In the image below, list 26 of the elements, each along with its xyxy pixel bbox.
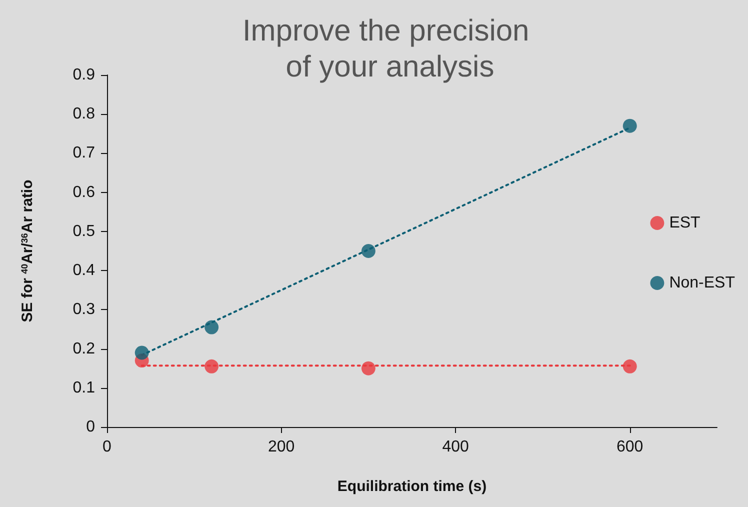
point [622, 359, 637, 374]
y-tick-label: 0.4 [72, 262, 96, 280]
point [204, 359, 219, 374]
point [204, 320, 219, 334]
point [622, 118, 637, 133]
y-tick-label: 0.3 [72, 301, 96, 318]
x-axis-title: Equilibration time (s) [337, 478, 487, 495]
chart-title: Improve the precision of your analysis [242, 14, 538, 84]
y-tick-label: 0.9 [72, 66, 96, 84]
y-tick-label: 0.1 [72, 379, 96, 396]
x-tick-label: 600 [616, 438, 644, 456]
y-tick-label: 0.5 [72, 222, 96, 240]
point [361, 361, 376, 376]
legend-label: Non-EST [669, 274, 736, 292]
y-tick-label: 0.8 [72, 106, 96, 123]
x-tick-label: 400 [442, 438, 470, 456]
legend-label: EST [669, 214, 701, 232]
point [361, 244, 376, 258]
y-tick-label: 0.2 [72, 340, 96, 358]
y-axis-title: SE for 40Ar/36Ar ratio [19, 180, 36, 322]
x-tick-label: 200 [268, 438, 295, 456]
y-tick-label: 0.7 [72, 144, 96, 162]
y-tick-label: 0.6 [72, 184, 96, 201]
point [134, 346, 149, 360]
x-tick-label: 0 [102, 438, 112, 456]
y-tick-label: 0 [86, 418, 96, 436]
